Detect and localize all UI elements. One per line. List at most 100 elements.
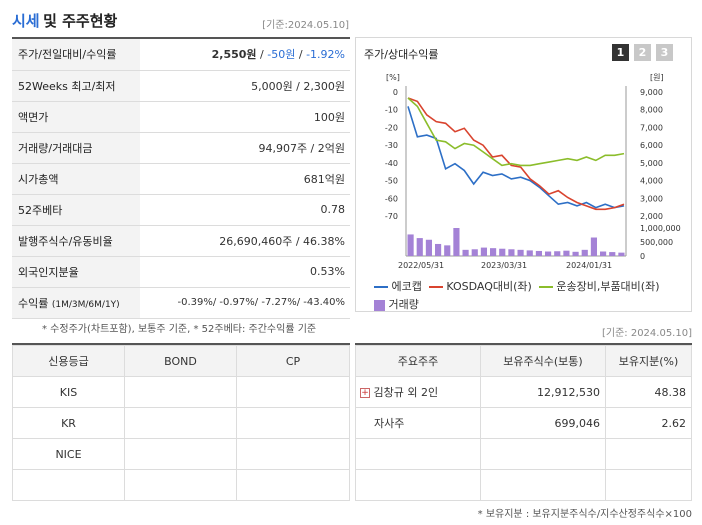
table-header-row: 신용등급 BOND CP [12,345,350,377]
table-row [355,438,692,470]
volume-bar [618,252,625,256]
x-tick-label: 2023/03/31 [481,261,527,270]
legend-swatch [374,286,388,288]
volume-bar [508,249,515,256]
expand-icon[interactable]: + [360,388,370,398]
left-tick-label: -40 [385,159,398,168]
row-value: 0.78 [140,194,350,226]
shareholders-divider [355,343,692,345]
col-header: 주요주주 [355,345,481,377]
volume-bar [471,249,478,256]
chart-legend: 에코캡 KOSDAQ대비(좌) 운송장비,부품대비(좌) 거래량 [374,278,690,312]
volume-bar [453,228,460,256]
col-header: 보유주식수(보통) [480,345,606,377]
row-value: 94,907주 / 2억원 [140,132,350,164]
volume-bar [572,251,579,256]
legend-swatch [428,286,443,288]
volume-bar [590,237,597,256]
volume-bar [545,251,552,256]
col-header: CP [236,345,350,377]
left-tick-label: -50 [385,177,398,186]
table-row: KR [12,407,350,439]
left-tick-label: 0 [393,88,398,97]
table-row [355,469,692,501]
chart-tab-1[interactable]: 1 [612,44,629,61]
left-tick-label: -60 [385,194,398,203]
row-label: 발행주식수/유동비율 [12,225,140,257]
market-note: * 수정주가(차트포함), 보통주 기준, * 52주베타: 주간수익률 기준 [42,324,317,335]
legend-item: 에코캡 [374,280,422,293]
page-title-sub: 및 주주현황 [43,12,118,30]
holder-name: 자사주 [355,407,481,439]
table-row: 액면가 100원 [12,101,350,133]
right-tick-label: 6,000 [640,141,663,150]
right-tick-label: 9,000 [640,88,663,97]
row-label: 52Weeks 최고/최저 [12,70,140,102]
x-tick-label: 2024/01/31 [566,261,612,270]
top-divider [12,37,350,39]
page-title-main: 시세 [12,12,40,30]
holder-name[interactable]: 김창규 외 2인 [373,386,439,399]
table-row: 자사주 699,046 2.62 [355,407,692,439]
table-row: 수익률 (1M/3M/6M/1Y) -0.39%/ -0.97%/ -7.27%… [12,287,350,319]
row-label: 시가총액 [12,163,140,195]
volume-bar [407,234,414,256]
shareholders-note: * 보유지분 : 보유지분주식수/지수산정주식수×100 [477,509,692,520]
holder-pct: 2.62 [605,407,692,439]
volume-tick-label: 1,000,000 [640,224,681,233]
volume-tick-label: 0 [640,252,645,261]
volume-bar [435,243,442,256]
chart-tab-2[interactable]: 2 [634,44,651,61]
legend-swatch [538,286,553,288]
right-tick-label: 8,000 [640,106,663,115]
returns-value: -0.39%/ -0.97%/ -7.27%/ -43.40% [140,287,350,319]
volume-bar [499,248,506,256]
volume-bar [535,250,542,256]
chart-tab-3[interactable]: 3 [656,44,673,61]
row-value: 681억원 [140,163,350,195]
table-row: 시가총액 681억원 [12,163,350,195]
holder-cell: + 김창규 외 2인 [355,376,481,408]
left-tick-label: -70 [385,212,398,221]
volume-bar [600,251,607,256]
col-header: 보유지분(%) [605,345,692,377]
table-row [12,469,350,501]
price-change: -50원 [267,48,296,62]
row-value: 5,000원 / 2,300원 [140,70,350,102]
x-tick-label: 2022/05/31 [398,261,444,270]
shareholders-table: 주요주주 보유주식수(보통) 보유지분(%) + 김창규 외 2인 12,912… [355,345,692,501]
volume-bar [554,251,561,256]
legend-item: 거래량 [374,296,690,312]
table-row: + 김창규 외 2인 12,912,530 48.38 [355,376,692,408]
series-line-1 [407,97,625,211]
table-row: KIS [12,376,350,408]
holder-pct: 48.38 [605,376,692,408]
legend-swatch [374,299,385,311]
row-label: 거래량/거래대금 [12,132,140,164]
volume-bar [416,238,423,256]
row-label: 52주베타 [12,194,140,226]
table-row: 52Weeks 최고/최저 5,000원 / 2,300원 [12,70,350,102]
row-value: 26,690,460주 / 46.38% [140,225,350,257]
volume-bar [526,250,533,256]
series-line-2 [407,97,625,167]
volume-bar [563,250,570,256]
holder-shares: 12,912,530 [480,376,606,408]
volume-bar [480,247,487,256]
chart-base-date: [기준: 2024.05.10] [601,328,692,339]
volume-bar [581,249,588,256]
base-date: [기준:2024.05.10] [262,20,349,31]
col-header: 신용등급 [12,345,125,377]
row-label: 주가/전일대비/수익률 [12,39,140,71]
table-row: 주가/전일대비/수익률 2,550원 / -50원 / -1.92% [12,39,350,71]
left-axis-unit: [%] [386,73,400,82]
left-tick-label: -30 [385,141,398,150]
volume-bar [425,239,432,256]
volume-bar [462,249,469,256]
chart-title: 주가/상대수익률 [364,48,439,61]
table-header-row: 주요주주 보유주식수(보통) 보유지분(%) [355,345,692,377]
agency-name: KIS [12,376,125,408]
left-tick-label: -10 [385,106,398,115]
right-tick-label: 2,000 [640,212,663,221]
row-value: 100원 [140,101,350,133]
